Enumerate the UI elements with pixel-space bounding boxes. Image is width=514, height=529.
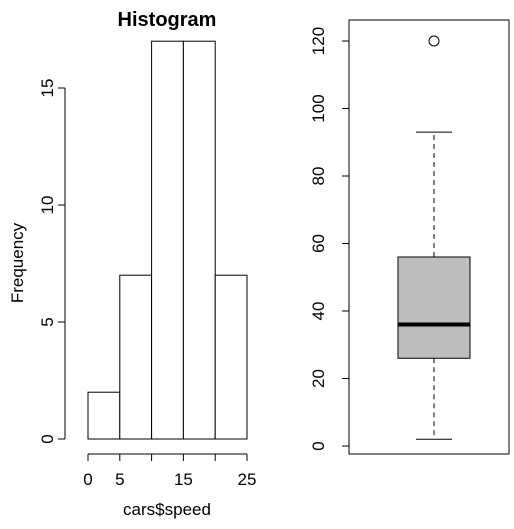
histogram-x-tick-label: 25 — [238, 470, 257, 489]
boxplot-y-tick-label: 120 — [309, 27, 328, 55]
boxplot-y-tick-label: 20 — [309, 369, 328, 388]
histogram-y-axis: 0 5 10 15 — [38, 79, 66, 444]
histogram-bars — [87, 40, 248, 440]
histogram-bar — [182, 40, 216, 440]
histogram-x-tick-label: 15 — [174, 470, 193, 489]
boxplot-panel: 0 20 40 60 80 100 120 — [309, 19, 510, 455]
boxplot-y-tick-label: 60 — [309, 234, 328, 253]
boxplot-y-axis: 0 20 40 60 80 100 120 — [309, 27, 349, 451]
boxplot-outlier — [428, 35, 440, 47]
histogram-x-tick-label: 5 — [115, 470, 124, 489]
histogram-bar — [151, 40, 184, 440]
boxplot-y-tick-label: 80 — [309, 167, 328, 186]
histogram-y-axis-label: Frequency — [8, 222, 27, 303]
histogram-bar — [119, 274, 153, 440]
histogram-y-tick-label: 0 — [38, 434, 57, 443]
histogram-panel: Histogram 0 5 15 25 0 5 10 15 cars$speed Frequ… — [8, 9, 256, 519]
boxplot-y-tick-label: 0 — [309, 441, 328, 450]
histogram-x-tick-label: 0 — [83, 470, 92, 489]
histogram-bar — [214, 274, 248, 440]
histogram-x-axis: 0 5 15 25 — [83, 453, 257, 489]
boxplot-y-tick-label: 40 — [309, 302, 328, 321]
boxplot-frame — [348, 19, 510, 455]
histogram-y-tick-label: 10 — [38, 196, 57, 215]
histogram-bar — [87, 391, 121, 440]
boxplot-y-tick-label: 100 — [309, 94, 328, 122]
boxplot-box — [397, 256, 471, 359]
histogram-title: Histogram — [118, 9, 217, 31]
histogram-y-tick-label: 15 — [38, 79, 57, 98]
histogram-x-axis-label: cars$speed — [123, 500, 211, 519]
histogram-y-tick-label: 5 — [38, 317, 57, 326]
boxplot — [397, 35, 471, 440]
